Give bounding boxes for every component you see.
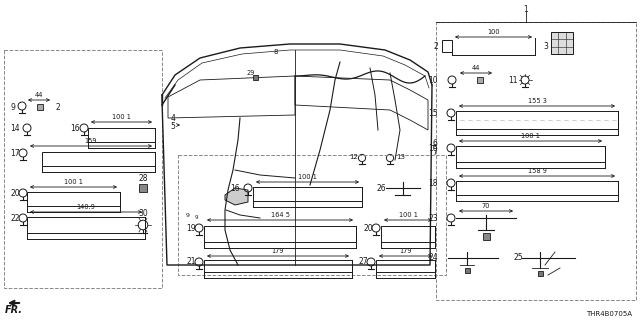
Text: 140.9: 140.9 bbox=[77, 204, 95, 210]
Bar bbox=[139, 184, 147, 192]
Text: 26: 26 bbox=[376, 183, 386, 193]
Text: 9: 9 bbox=[10, 102, 15, 111]
Text: 25: 25 bbox=[513, 253, 523, 262]
Bar bbox=[442, 40, 452, 52]
Text: 3: 3 bbox=[543, 42, 548, 51]
Text: FR.: FR. bbox=[5, 305, 23, 315]
Text: 164 5: 164 5 bbox=[271, 212, 289, 218]
Text: 100 1: 100 1 bbox=[298, 173, 317, 180]
Text: 5: 5 bbox=[170, 122, 175, 131]
Text: 70: 70 bbox=[482, 203, 490, 209]
Bar bbox=[204, 226, 356, 242]
Bar bbox=[483, 233, 490, 239]
Text: 1: 1 bbox=[524, 4, 529, 13]
Text: 158 9: 158 9 bbox=[527, 167, 547, 173]
Text: 29: 29 bbox=[247, 70, 255, 76]
Text: 100 1: 100 1 bbox=[399, 212, 417, 218]
Text: 28: 28 bbox=[138, 173, 147, 182]
Bar bbox=[88, 128, 155, 142]
Bar bbox=[253, 75, 257, 79]
Text: 19: 19 bbox=[186, 223, 196, 233]
Text: 155 3: 155 3 bbox=[527, 98, 547, 103]
Text: 13: 13 bbox=[396, 154, 405, 160]
Bar bbox=[178, 155, 446, 275]
Text: THR4B0705A: THR4B0705A bbox=[586, 311, 632, 317]
Text: 17: 17 bbox=[10, 148, 20, 157]
Text: 44: 44 bbox=[35, 92, 44, 98]
Text: 44: 44 bbox=[472, 65, 480, 70]
Text: 9: 9 bbox=[195, 215, 198, 220]
Bar bbox=[204, 260, 352, 272]
Bar bbox=[37, 104, 43, 110]
Text: 20: 20 bbox=[363, 223, 372, 233]
Text: 100: 100 bbox=[487, 28, 500, 35]
Text: 11: 11 bbox=[508, 76, 518, 84]
Bar bbox=[253, 187, 362, 201]
Text: 16: 16 bbox=[428, 143, 438, 153]
Bar bbox=[27, 217, 145, 233]
Bar bbox=[42, 152, 155, 166]
Bar bbox=[456, 181, 618, 195]
Bar bbox=[538, 270, 543, 276]
Text: 2: 2 bbox=[433, 42, 438, 51]
Text: 12: 12 bbox=[349, 154, 358, 160]
Text: 22: 22 bbox=[10, 213, 19, 222]
Text: 16: 16 bbox=[230, 183, 240, 193]
Text: 179: 179 bbox=[272, 247, 284, 253]
Text: 24: 24 bbox=[428, 253, 438, 262]
Text: 14: 14 bbox=[10, 124, 20, 132]
Bar bbox=[376, 260, 435, 272]
Text: 9: 9 bbox=[186, 212, 190, 218]
Bar bbox=[551, 32, 573, 54]
Bar bbox=[381, 226, 435, 242]
Text: 20: 20 bbox=[10, 188, 20, 197]
Bar bbox=[477, 77, 483, 83]
Text: 4: 4 bbox=[170, 114, 175, 123]
Polygon shape bbox=[225, 188, 248, 205]
Text: 100 1: 100 1 bbox=[521, 132, 540, 139]
Bar bbox=[27, 192, 120, 206]
Text: 16: 16 bbox=[70, 124, 79, 132]
Text: 179: 179 bbox=[399, 247, 412, 253]
Text: 30: 30 bbox=[138, 209, 148, 218]
Bar bbox=[4, 50, 162, 288]
Text: 23: 23 bbox=[428, 213, 438, 222]
Text: 10: 10 bbox=[428, 76, 438, 84]
Text: 27: 27 bbox=[358, 258, 367, 267]
Bar bbox=[456, 146, 605, 162]
Text: 100 1: 100 1 bbox=[64, 179, 83, 185]
Bar bbox=[436, 22, 636, 300]
Text: 8: 8 bbox=[274, 49, 278, 55]
Text: 7: 7 bbox=[432, 148, 437, 156]
Text: 21: 21 bbox=[186, 258, 195, 267]
Text: 2: 2 bbox=[55, 102, 60, 111]
Text: 15: 15 bbox=[428, 108, 438, 117]
Bar bbox=[456, 111, 618, 129]
Text: 6: 6 bbox=[432, 139, 437, 148]
Text: 100 1: 100 1 bbox=[112, 114, 131, 119]
Text: 159: 159 bbox=[84, 138, 97, 143]
Text: 18: 18 bbox=[429, 179, 438, 188]
Bar bbox=[465, 268, 470, 273]
